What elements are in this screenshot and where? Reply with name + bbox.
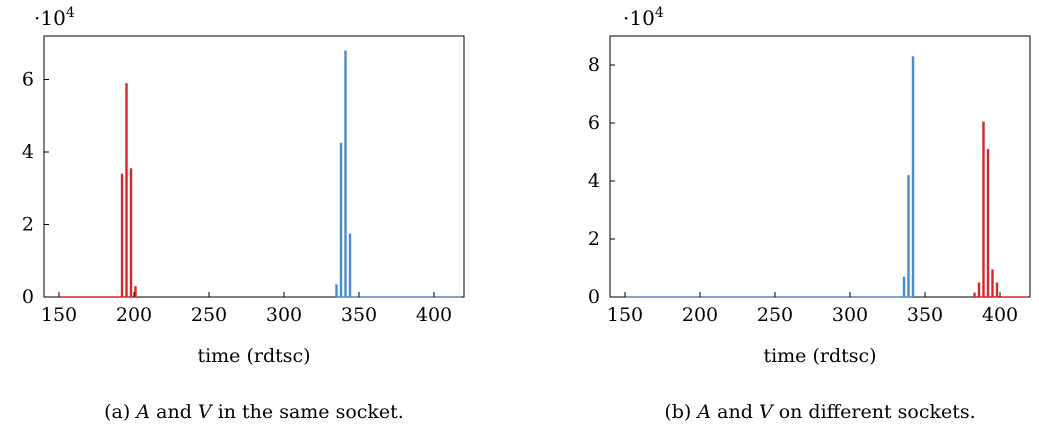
x-tick-label-a-5: 400	[416, 304, 452, 326]
x-tick-label-b-3: 300	[832, 304, 868, 326]
panel-b: 150 200 250 300 350 400 0 2 4 6 8 ·104 time (rdtsc…	[588, 5, 1031, 423]
bar-a-s1-1	[339, 142, 343, 297]
bar-a-s0-0	[120, 173, 124, 297]
x-tick-label-a-3: 300	[266, 304, 302, 326]
bar-b-s0-0	[902, 276, 906, 297]
x-tick-label-a-0: 150	[41, 304, 77, 326]
bar-b-s1-1	[977, 282, 981, 297]
x-tick-label-b-4: 350	[907, 304, 943, 326]
caption-a: (a) A and V in the same socket.	[104, 401, 404, 423]
bar-b-s1-4	[991, 269, 994, 297]
x-tick-label-b-1: 200	[682, 304, 718, 326]
bar-a-s1-0	[335, 284, 338, 297]
y-tick-label-a-2: 4	[22, 141, 34, 163]
x-tick-label-a-2: 250	[191, 304, 227, 326]
x-axis-label-a: time (rdtsc)	[197, 345, 310, 367]
bar-b-s1-2	[982, 121, 985, 297]
y-tick-label-b-3: 6	[588, 112, 600, 134]
y-tick-label-a-3: 6	[22, 69, 34, 91]
y-multiplier-a: ·104	[34, 5, 75, 30]
x-tick-label-b-2: 250	[757, 304, 793, 326]
plot-frame-b	[609, 35, 1031, 298]
bar-b-s0-1	[907, 175, 910, 297]
plot-frame-a	[43, 35, 465, 298]
bar-b-s1-3	[986, 149, 990, 297]
bar-b-s0-2	[911, 56, 915, 297]
bar-b-s1-0	[973, 292, 976, 297]
panel-a: 150 200 250 300 350 400 0 2 4 6 ·104 time (rdtsc)…	[22, 5, 465, 423]
caption-b: (b) A and V on different sockets.	[664, 401, 975, 423]
x-tick-label-a-4: 350	[341, 304, 377, 326]
x-axis-label-b: time (rdtsc)	[763, 345, 876, 367]
x-tick-label-b-5: 400	[982, 304, 1018, 326]
y-tick-label-b-0: 0	[588, 286, 600, 308]
x-tick-label-b-0: 150	[607, 304, 643, 326]
bar-a-s0-1	[125, 83, 128, 297]
bar-a-s1-2	[344, 50, 347, 297]
y-tick-label-a-1: 2	[22, 214, 34, 236]
bar-a-s0-2	[129, 168, 133, 297]
bar-a-s1-3	[348, 233, 352, 297]
y-tick-label-a-0: 0	[22, 286, 34, 308]
y-tick-label-b-4: 8	[588, 54, 600, 76]
y-tick-label-b-2: 4	[588, 170, 600, 192]
y-multiplier-b: ·104	[623, 5, 664, 30]
bar-a-s0-3	[134, 286, 137, 297]
x-tick-label-a-1: 200	[116, 304, 152, 326]
bar-b-s1-5	[995, 282, 999, 297]
y-tick-label-b-1: 2	[588, 228, 600, 250]
